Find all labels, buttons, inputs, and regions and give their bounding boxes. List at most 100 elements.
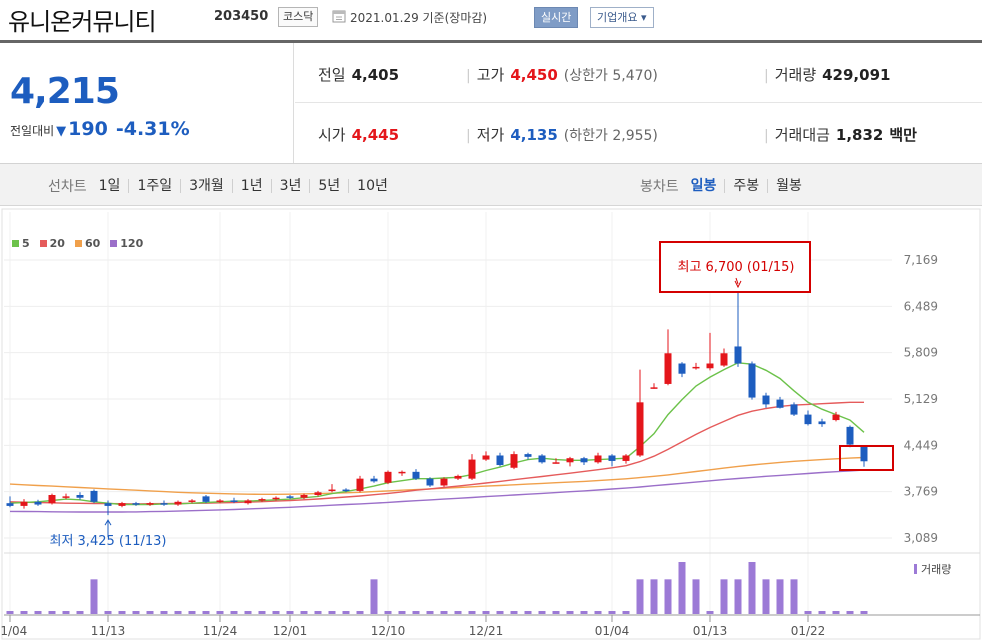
candle-body [790, 404, 798, 415]
volume-bar [202, 611, 210, 614]
legend-ma5: 5 [12, 237, 30, 250]
volume-bar [622, 611, 630, 614]
tab-1y[interactable]: 1년 [231, 179, 271, 193]
tab-monthly[interactable]: 월봉 [767, 179, 810, 193]
volume-bar [538, 611, 546, 614]
candle-body [734, 346, 742, 364]
high-arrow [735, 277, 739, 285]
stats-row-divider [295, 102, 982, 103]
volume-bar [244, 611, 252, 614]
y-tick-label: 3,089 [904, 531, 938, 545]
volume-bar [804, 611, 812, 614]
market-badge: 코스닥 [278, 7, 319, 27]
candle-body [76, 495, 84, 498]
volume-bar [720, 579, 728, 614]
trade-value-cell: | 거래대금 1,832 백만 [764, 126, 917, 144]
candle-body [132, 503, 140, 505]
candle-body [146, 503, 154, 505]
tab-10y[interactable]: 10년 [348, 179, 396, 193]
legend-ma120: 120 [110, 237, 143, 250]
price-summary: 4,215 전일대비 ▼ 190 -4.31% [0, 43, 294, 163]
tab-daily[interactable]: 일봉 [690, 178, 717, 194]
tab-1w[interactable]: 1주일 [128, 179, 180, 193]
volume-bar [132, 611, 140, 614]
volume-legend-swatch [914, 564, 917, 574]
ma-legend: 5 20 60 120 [12, 237, 143, 250]
candle-body [594, 455, 602, 463]
volume-bar [580, 611, 588, 614]
change-amount: 190 [68, 118, 108, 140]
candle-body [384, 471, 392, 483]
candle-body [538, 455, 546, 463]
price-change-row: 전일대비 ▼ 190 -4.31% [10, 118, 190, 140]
tab-1d[interactable]: 1일 [98, 178, 121, 194]
volume-bar [650, 579, 658, 614]
candle-body [356, 478, 364, 491]
volume-bar [230, 611, 238, 614]
tab-5y[interactable]: 5년 [309, 179, 348, 193]
line-chart-tabs: 선차트 1일 1주일 3개월 1년 3년 5년 10년 [48, 176, 396, 196]
candle-body [104, 503, 112, 506]
tab-3m[interactable]: 3개월 [180, 179, 232, 193]
volume-bar [342, 611, 350, 614]
candle-body [202, 496, 210, 502]
volume-bar [636, 579, 644, 614]
volume-bar [328, 611, 336, 614]
candle-body [748, 363, 756, 398]
volume-bar [664, 579, 672, 614]
candle-body [370, 478, 378, 482]
candle-body [174, 501, 182, 505]
candle-body [608, 455, 616, 461]
y-tick-label: 6,489 [904, 299, 938, 313]
y-tick-label: 5,129 [904, 392, 938, 406]
candle-body [818, 421, 826, 425]
candle-body [650, 387, 658, 389]
candle-body [300, 495, 308, 498]
high-cell: | 고가 4,450 (상한가 5,470) [466, 66, 658, 84]
candle-body [832, 414, 840, 421]
volume-bar [356, 611, 364, 614]
tab-3y[interactable]: 3년 [270, 179, 310, 193]
candle-body [62, 496, 70, 498]
volume-bar [104, 611, 112, 614]
volume-bar [860, 611, 868, 614]
candle-body [272, 497, 280, 500]
volume-bar [90, 579, 98, 614]
candle-body [762, 395, 770, 405]
volume-bar [566, 611, 574, 614]
volume-bar [160, 611, 168, 614]
candle-body [860, 445, 868, 462]
realtime-button[interactable]: 실시간 [534, 7, 579, 28]
current-price: 4,215 [10, 71, 120, 112]
x-tick-label: 01/04 [595, 624, 630, 638]
tab-weekly[interactable]: 주봉 [724, 179, 767, 193]
volume-bar [748, 562, 756, 614]
open-cell: 시가 4,445 [318, 126, 400, 144]
stock-chart[interactable]: 7,169 6,489 5,809 5,129 4,449 3,769 3,089 11/04… [0, 207, 982, 641]
candle-chart-tabs: 봉차트 일봉 주봉 월봉 [640, 176, 810, 196]
volume-bar [454, 611, 462, 614]
candle-body [48, 495, 56, 504]
volume-bar [818, 611, 826, 614]
volume-bar [790, 579, 798, 614]
candle-body [342, 489, 350, 492]
low-annotation-text: 최저 3,425 (11/13) [49, 534, 166, 549]
candle-body [468, 459, 476, 479]
change-label: 전일대비 [10, 124, 55, 138]
company-overview-dropdown[interactable]: 기업개요 ▾ [590, 7, 654, 28]
calendar-icon [332, 10, 346, 23]
volume-bar [524, 611, 532, 614]
candle-body [482, 455, 490, 460]
volume-bar [426, 611, 434, 614]
volume-bar [48, 611, 56, 614]
volume-bar [440, 611, 448, 614]
candle-body [314, 492, 322, 496]
x-tick-label: 12/10 [371, 624, 406, 638]
candle-body [776, 399, 784, 408]
lower-limit: (하한가 2,955) [563, 128, 658, 144]
volume-bar [692, 579, 700, 614]
candle-body [636, 402, 644, 456]
volume-bar [398, 611, 406, 614]
legend-ma20: 20 [39, 237, 65, 250]
candle-body [846, 426, 854, 445]
